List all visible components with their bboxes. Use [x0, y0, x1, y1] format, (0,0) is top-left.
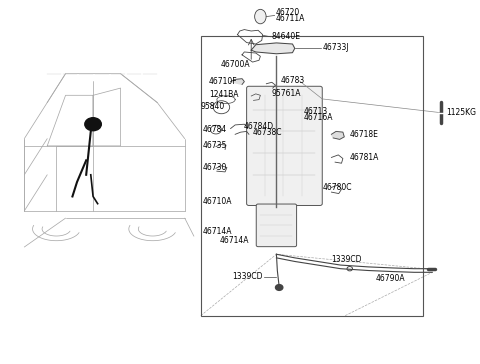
- Text: 95761A: 95761A: [272, 89, 301, 98]
- Text: 95840: 95840: [201, 102, 225, 111]
- Text: 46784D: 46784D: [243, 122, 274, 131]
- Text: 46713: 46713: [304, 107, 328, 116]
- Text: 46711A: 46711A: [276, 14, 305, 23]
- Text: 46716A: 46716A: [304, 113, 334, 122]
- Polygon shape: [230, 79, 244, 84]
- Text: 46733J: 46733J: [322, 43, 349, 52]
- Ellipse shape: [255, 9, 266, 24]
- Text: 46790A: 46790A: [375, 274, 405, 284]
- Text: 46784: 46784: [203, 125, 228, 134]
- Text: 84640E: 84640E: [272, 32, 301, 41]
- Text: 46700A: 46700A: [220, 60, 250, 69]
- Polygon shape: [251, 43, 295, 54]
- Text: 46710F: 46710F: [209, 77, 238, 86]
- Text: 46738C: 46738C: [252, 128, 282, 137]
- Text: 1241BA: 1241BA: [209, 90, 239, 99]
- Bar: [201, 36, 423, 316]
- Text: 46710A: 46710A: [203, 197, 233, 206]
- FancyBboxPatch shape: [247, 86, 322, 206]
- Circle shape: [85, 118, 101, 131]
- Text: 1339CD: 1339CD: [232, 272, 263, 281]
- Text: 46781A: 46781A: [350, 153, 379, 162]
- Text: 1339CD: 1339CD: [331, 255, 361, 264]
- Circle shape: [276, 285, 283, 290]
- Text: 46714A: 46714A: [203, 228, 233, 236]
- FancyBboxPatch shape: [256, 204, 297, 247]
- Text: 46735: 46735: [203, 141, 228, 150]
- Text: 46780C: 46780C: [322, 183, 352, 192]
- Text: 46720: 46720: [276, 8, 300, 17]
- Text: 46783: 46783: [281, 76, 305, 85]
- Polygon shape: [331, 131, 344, 139]
- Text: 46718E: 46718E: [350, 130, 379, 139]
- Text: 46730: 46730: [203, 163, 228, 172]
- Text: 1125KG: 1125KG: [446, 108, 476, 117]
- Text: 46714A: 46714A: [219, 236, 249, 245]
